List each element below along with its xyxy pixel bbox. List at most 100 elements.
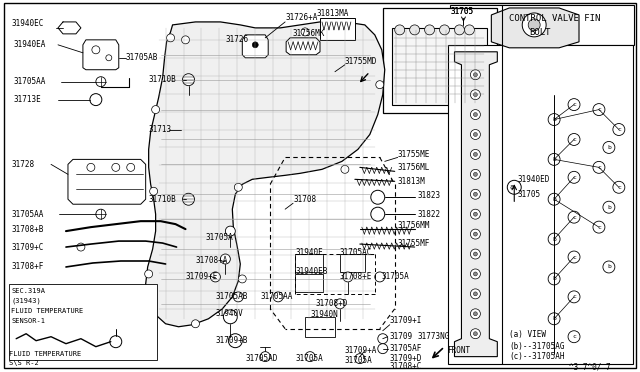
Circle shape (474, 312, 477, 316)
Text: 31708+F: 31708+F (11, 263, 44, 272)
Text: c: c (572, 254, 576, 260)
Circle shape (90, 94, 102, 106)
Text: b: b (552, 197, 556, 202)
Text: 31773NG: 31773NG (418, 332, 450, 341)
Circle shape (87, 163, 95, 171)
Circle shape (470, 229, 481, 239)
Circle shape (568, 251, 580, 263)
Circle shape (593, 221, 605, 233)
Circle shape (273, 292, 283, 302)
Circle shape (568, 134, 580, 145)
Text: 31709+D: 31709+D (390, 354, 422, 363)
Circle shape (378, 344, 388, 354)
Bar (449, 5, 634, 45)
Text: 31756MK: 31756MK (292, 29, 324, 38)
Text: 31705: 31705 (451, 7, 474, 16)
Circle shape (470, 329, 481, 339)
Circle shape (301, 28, 309, 36)
Circle shape (470, 90, 481, 100)
Text: 31705AF: 31705AF (390, 344, 422, 353)
Circle shape (335, 299, 345, 309)
Text: (b)--31705AG: (b)--31705AG (509, 342, 564, 351)
Text: 31705A: 31705A (345, 356, 372, 365)
Circle shape (474, 212, 477, 216)
Circle shape (376, 81, 384, 89)
Bar (9, 284, 157, 360)
Text: 31708+D: 31708+D (315, 299, 348, 308)
Text: 31705AC: 31705AC (340, 247, 372, 257)
Text: 31705: 31705 (451, 7, 474, 16)
Circle shape (522, 13, 546, 37)
Circle shape (470, 169, 481, 179)
Text: 31713E: 31713E (13, 95, 41, 104)
Circle shape (474, 292, 477, 296)
Text: b: b (552, 316, 556, 321)
Bar (320, 18, 355, 40)
Circle shape (182, 193, 195, 205)
Text: c: c (572, 215, 576, 220)
Circle shape (470, 209, 481, 219)
Circle shape (470, 289, 481, 299)
Circle shape (474, 132, 477, 137)
Text: 31709+B: 31709+B (216, 336, 248, 345)
Circle shape (375, 272, 385, 282)
Circle shape (465, 25, 474, 35)
Circle shape (410, 25, 420, 35)
Circle shape (568, 331, 580, 343)
Circle shape (106, 55, 112, 61)
Circle shape (470, 110, 481, 119)
Bar (484, 50, 497, 90)
Circle shape (474, 192, 477, 196)
Text: 31705AB: 31705AB (125, 53, 158, 62)
Text: 31708+C: 31708+C (390, 362, 422, 371)
Circle shape (548, 313, 560, 325)
Circle shape (603, 201, 615, 213)
Text: BOLT: BOLT (529, 28, 550, 37)
Text: c: c (572, 102, 576, 107)
Text: b: b (552, 157, 556, 162)
Circle shape (593, 104, 605, 116)
Text: FRONT: FRONT (447, 346, 470, 355)
Circle shape (127, 163, 134, 171)
Circle shape (548, 233, 560, 245)
Text: FLUID TEMPERATURE: FLUID TEMPERATURE (9, 351, 81, 357)
Polygon shape (492, 8, 579, 48)
Polygon shape (83, 40, 119, 70)
Text: 31756ML: 31756ML (397, 163, 430, 172)
Circle shape (440, 25, 449, 35)
Circle shape (474, 93, 477, 97)
Circle shape (568, 291, 580, 303)
Text: 31813M: 31813M (397, 177, 426, 186)
Text: c: c (597, 165, 601, 170)
Bar (305, 317, 335, 337)
Circle shape (613, 181, 625, 193)
Text: 31705A: 31705A (295, 354, 323, 363)
Circle shape (470, 249, 481, 259)
Text: b: b (552, 276, 556, 282)
Circle shape (474, 153, 477, 156)
Text: 31708+A: 31708+A (195, 257, 228, 266)
Circle shape (474, 73, 477, 77)
Circle shape (454, 25, 465, 35)
Text: c: c (572, 294, 576, 299)
Text: 31709+A: 31709+A (345, 346, 377, 355)
Circle shape (474, 113, 477, 116)
Text: b: b (607, 205, 611, 210)
Circle shape (77, 243, 85, 251)
Circle shape (305, 352, 315, 362)
Text: ^3 7^0/ 7: ^3 7^0/ 7 (569, 362, 611, 371)
Text: 31940EB: 31940EB (295, 267, 328, 276)
Text: c: c (617, 185, 621, 190)
Polygon shape (454, 52, 497, 357)
Text: 31726+A: 31726+A (285, 13, 317, 22)
Circle shape (568, 211, 580, 223)
Text: 31705AD: 31705AD (245, 354, 278, 363)
Text: 31705AB: 31705AB (216, 292, 248, 301)
Circle shape (150, 187, 157, 195)
Polygon shape (286, 38, 320, 55)
Text: 31705A: 31705A (205, 232, 233, 241)
Circle shape (220, 254, 230, 264)
Text: 31710B: 31710B (148, 75, 177, 84)
Text: 31709+E: 31709+E (186, 272, 218, 282)
Text: 31708+E: 31708+E (340, 272, 372, 282)
